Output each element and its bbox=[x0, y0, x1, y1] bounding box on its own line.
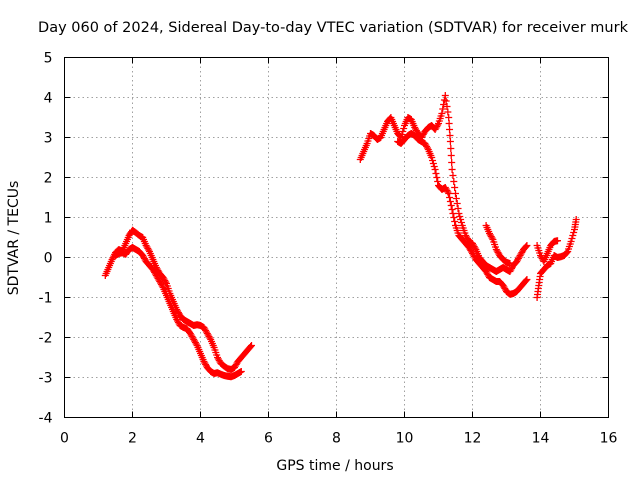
data-point bbox=[448, 206, 456, 213]
y-tick-label: -1 bbox=[39, 291, 53, 307]
data-point bbox=[445, 120, 453, 127]
data-point bbox=[431, 166, 439, 173]
data-point bbox=[569, 232, 577, 239]
y-axis-ticks: -4 -3 -2 -1 0 1 2 3 4 5 bbox=[39, 51, 609, 427]
x-tick-label: 16 bbox=[600, 431, 618, 447]
data-point bbox=[428, 154, 436, 161]
data-point bbox=[572, 216, 580, 223]
data-point bbox=[440, 96, 448, 104]
y-tick-label: -3 bbox=[39, 371, 53, 387]
data-point bbox=[248, 342, 255, 349]
data-point bbox=[447, 152, 455, 159]
data-point bbox=[449, 210, 457, 217]
data-point bbox=[398, 131, 406, 138]
data-point bbox=[446, 138, 454, 145]
data-point bbox=[451, 218, 459, 225]
data-point bbox=[430, 163, 438, 170]
y-tick-label: -4 bbox=[39, 411, 53, 427]
data-point bbox=[506, 260, 514, 267]
data-series bbox=[356, 92, 531, 275]
data-point bbox=[399, 128, 407, 135]
y-tick-label: 3 bbox=[44, 131, 53, 147]
data-point bbox=[453, 200, 461, 207]
data-point bbox=[457, 216, 465, 223]
data-point bbox=[456, 213, 464, 220]
data-point bbox=[400, 125, 408, 132]
x-tick-label: 2 bbox=[128, 431, 137, 447]
data-point bbox=[433, 174, 441, 181]
data-point bbox=[446, 132, 454, 139]
data-point bbox=[446, 126, 454, 133]
x-tick-label: 14 bbox=[532, 431, 550, 447]
data-point bbox=[438, 110, 446, 117]
data-series bbox=[112, 244, 245, 381]
data-point bbox=[454, 205, 462, 212]
x-tick-label: 0 bbox=[60, 431, 69, 447]
data-point bbox=[522, 277, 530, 284]
data-series bbox=[394, 130, 531, 298]
data-point bbox=[488, 234, 496, 242]
data-point bbox=[452, 195, 460, 202]
data-point bbox=[439, 105, 447, 113]
data-point bbox=[446, 194, 454, 201]
x-axis-ticks: 0 2 4 6 8 10 12 14 16 bbox=[60, 57, 618, 447]
y-tick-label: 0 bbox=[44, 251, 53, 267]
data-point bbox=[434, 178, 442, 185]
data-point bbox=[441, 92, 449, 99]
data-point bbox=[429, 157, 437, 164]
data-point bbox=[568, 235, 576, 242]
data-point bbox=[570, 229, 578, 236]
data-point bbox=[523, 242, 531, 249]
data-point bbox=[162, 278, 170, 286]
data-point bbox=[451, 184, 459, 191]
chart-title: Day 060 of 2024, Sidereal Day-to-day VTE… bbox=[38, 20, 629, 36]
data-point bbox=[455, 210, 463, 217]
x-tick-label: 6 bbox=[264, 431, 273, 447]
data-point bbox=[554, 237, 561, 245]
y-tick-label: 5 bbox=[44, 51, 53, 67]
data-point bbox=[237, 368, 245, 375]
data-point bbox=[523, 276, 531, 283]
data-series bbox=[482, 222, 514, 267]
x-tick-label: 8 bbox=[332, 431, 341, 447]
data-point bbox=[444, 188, 452, 196]
x-tick-label: 10 bbox=[396, 431, 414, 447]
y-tick-label: 2 bbox=[44, 171, 53, 187]
data-series bbox=[533, 216, 580, 301]
data-series bbox=[101, 226, 255, 373]
x-axis-label: GPS time / hours bbox=[276, 458, 393, 474]
data-point bbox=[445, 190, 453, 197]
data-point bbox=[446, 198, 454, 205]
data-point bbox=[450, 178, 458, 185]
data-point bbox=[567, 238, 575, 245]
x-tick-label: 4 bbox=[196, 431, 205, 447]
y-tick-label: 4 bbox=[44, 91, 53, 107]
data-series bbox=[533, 237, 561, 265]
data-points bbox=[101, 92, 580, 381]
data-point bbox=[449, 172, 457, 179]
data-point bbox=[443, 103, 451, 110]
data-point bbox=[434, 121, 442, 129]
data-point bbox=[522, 243, 530, 250]
data-point bbox=[447, 202, 455, 209]
data-point bbox=[444, 108, 452, 116]
y-tick-label: 1 bbox=[44, 211, 53, 227]
data-point bbox=[452, 190, 459, 197]
data-point bbox=[445, 114, 453, 121]
data-point bbox=[448, 166, 456, 173]
data-point bbox=[432, 170, 440, 177]
y-tick-label: -2 bbox=[39, 331, 53, 347]
data-point bbox=[429, 160, 437, 167]
data-point bbox=[457, 219, 465, 226]
x-tick-label: 12 bbox=[464, 431, 482, 447]
data-point bbox=[442, 97, 450, 105]
y-axis-label: SDTVAR / TECUs bbox=[6, 181, 22, 296]
data-point bbox=[447, 145, 455, 152]
data-point bbox=[450, 214, 458, 221]
data-point bbox=[448, 159, 456, 166]
data-point bbox=[247, 343, 255, 350]
